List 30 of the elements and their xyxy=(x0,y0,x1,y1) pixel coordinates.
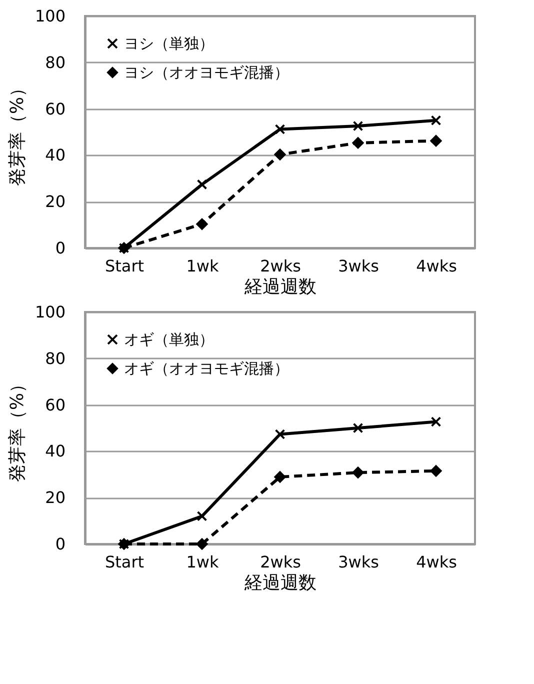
y-tick-label: 40 xyxy=(45,146,66,165)
y-tick-label: 0 xyxy=(55,238,66,258)
x-tick-label: 3wks xyxy=(338,552,379,572)
y-tick-label: 60 xyxy=(45,395,66,414)
x-axis-title: 経過週数 xyxy=(244,572,316,594)
y-tick-label: 40 xyxy=(45,442,66,461)
legend-label: ヨシ（単独） xyxy=(124,34,214,52)
x-tick-label: 1wk xyxy=(186,256,220,276)
x-tick-label: Start xyxy=(104,256,144,276)
x-tick-label: 1wk xyxy=(186,552,220,572)
x-axis-title: 経過週数 xyxy=(244,276,316,298)
legend-label: オギ（単独） xyxy=(124,330,214,348)
y-tick-label: 100 xyxy=(34,6,66,26)
x-tick-label: 4wks xyxy=(416,256,457,276)
y-axis-title: 発芽率（%） xyxy=(6,78,28,186)
legend-label: ヨシ（オオヨモギ混播） xyxy=(124,64,289,82)
x-tick-label: 4wks xyxy=(416,552,457,572)
y-tick-label: 100 xyxy=(34,302,66,322)
y-tick-label: 60 xyxy=(45,99,66,118)
y-tick-label: 80 xyxy=(45,52,66,72)
y-axis-title: 発芽率（%） xyxy=(6,374,28,482)
x-tick-label: 2wks xyxy=(260,256,301,276)
y-tick-label: 0 xyxy=(55,534,66,554)
legend-label: オギ（オオヨモギ混播） xyxy=(124,360,289,378)
y-tick-label: 20 xyxy=(45,192,66,212)
x-tick-label: 2wks xyxy=(260,552,301,572)
y-tick-label: 80 xyxy=(45,348,66,368)
x-tick-label: Start xyxy=(104,552,144,572)
x-tick-label: 3wks xyxy=(338,256,379,276)
y-tick-label: 20 xyxy=(45,488,66,508)
